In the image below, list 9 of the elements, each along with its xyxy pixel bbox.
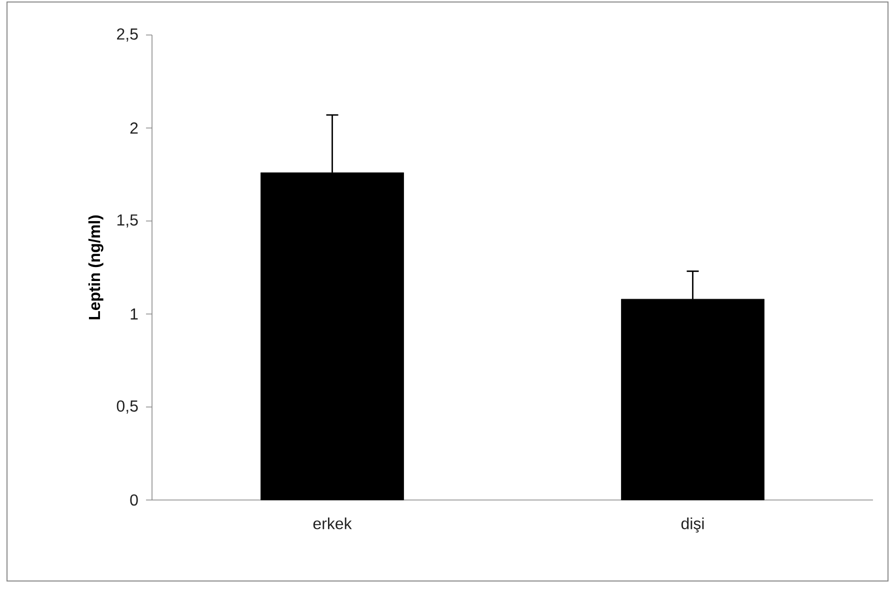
y-tick-label: 2 [130,122,138,134]
y-tick-label: 2,5 [117,28,138,42]
y-axis-title: Leptin (ng/ml) [88,215,104,320]
y-tick-label: 1,5 [117,214,138,228]
y-tick-label: 1 [130,308,138,320]
x-tick-label: dişi [681,518,704,532]
y-tick-label: 0 [130,494,138,506]
y-tick-label: 0,5 [116,400,138,414]
x-tick-label: erkek [313,518,352,530]
